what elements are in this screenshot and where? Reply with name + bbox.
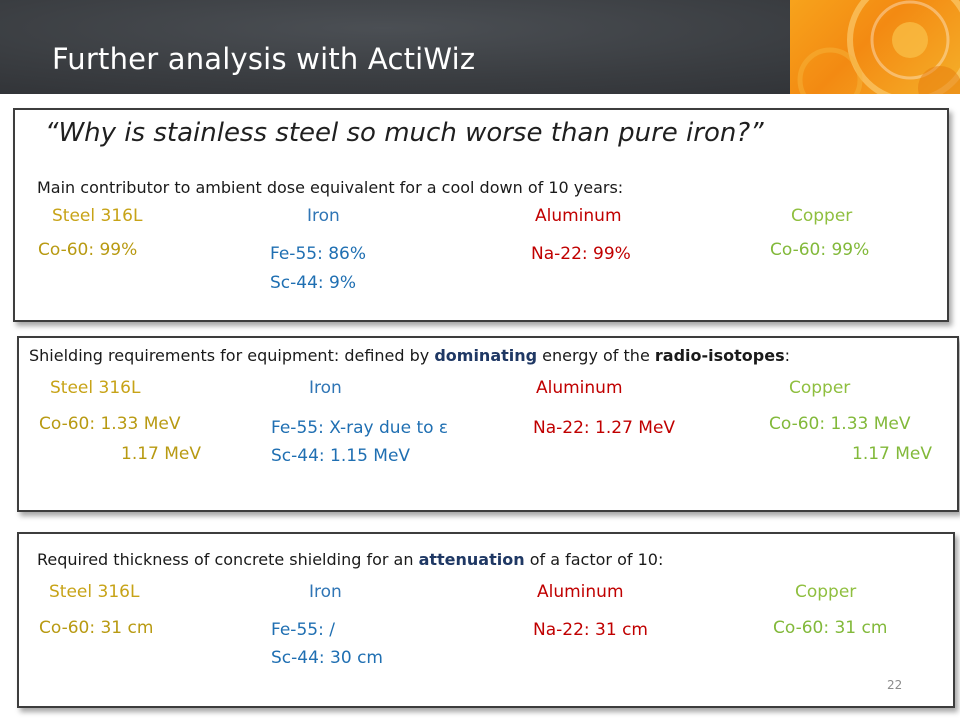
iron-value-1: Fe-55: / bbox=[271, 620, 335, 640]
iron-value-2: Sc-44: 30 cm bbox=[271, 648, 383, 668]
heading-aluminum: Aluminum bbox=[537, 582, 624, 602]
heading-copper: Copper bbox=[791, 206, 853, 226]
slide-title: Further analysis with ActiWiz bbox=[52, 42, 476, 76]
iron-value-1: Fe-55: 86% bbox=[270, 244, 366, 264]
steel-value: Co-60: 31 cm bbox=[39, 618, 154, 638]
section3-caption: Required thickness of concrete shielding… bbox=[37, 550, 663, 569]
heading-steel: Steel 316L bbox=[52, 206, 143, 226]
heading-steel: Steel 316L bbox=[50, 378, 141, 398]
section2-caption-mid: energy of the bbox=[537, 346, 655, 365]
section1-caption: Main contributor to ambient dose equival… bbox=[37, 178, 624, 197]
steel-value-2: 1.17 MeV bbox=[121, 444, 202, 464]
aluminum-value: Na-22: 31 cm bbox=[533, 620, 648, 640]
page-number: 22 bbox=[887, 678, 903, 692]
heading-aluminum: Aluminum bbox=[536, 378, 623, 398]
header-decorative-image bbox=[790, 0, 960, 94]
heading-iron: Iron bbox=[309, 378, 342, 398]
heading-copper: Copper bbox=[795, 582, 857, 602]
heading-aluminum: Aluminum bbox=[535, 206, 622, 226]
section3-caption-attenuation: attenuation bbox=[418, 550, 525, 569]
heading-steel: Steel 316L bbox=[49, 582, 140, 602]
copper-value-1: Co-60: 1.33 MeV bbox=[769, 414, 911, 434]
shielding-energy-box: Shielding requirements for equipment: de… bbox=[17, 336, 959, 512]
copper-value-2: 1.17 MeV bbox=[852, 444, 933, 464]
contributor-box: “Why is stainless steel so much worse th… bbox=[13, 108, 949, 322]
section3-caption-pre: Required thickness of concrete shielding… bbox=[37, 550, 419, 569]
copper-value: Co-60: 99% bbox=[770, 240, 870, 260]
steel-value: Co-60: 99% bbox=[38, 240, 138, 260]
section2-caption-post: : bbox=[784, 346, 790, 365]
steel-value-1: Co-60: 1.33 MeV bbox=[39, 414, 181, 434]
heading-iron: Iron bbox=[309, 582, 342, 602]
iron-value-1: Fe-55: X-ray due to ε bbox=[271, 418, 449, 438]
iron-value-2: Sc-44: 1.15 MeV bbox=[271, 446, 411, 466]
iron-value-2: Sc-44: 9% bbox=[270, 273, 357, 293]
concrete-thickness-box: Required thickness of concrete shielding… bbox=[17, 532, 955, 708]
section2-caption-pre: Shielding requirements for equipment: de… bbox=[29, 346, 435, 365]
heading-iron: Iron bbox=[307, 206, 340, 226]
slide-header: Further analysis with ActiWiz bbox=[0, 0, 960, 94]
section2-caption: Shielding requirements for equipment: de… bbox=[29, 346, 790, 365]
section2-caption-dominating: dominating bbox=[434, 346, 538, 365]
copper-value: Co-60: 31 cm bbox=[773, 618, 888, 638]
abstract-circles-icon bbox=[797, 0, 960, 94]
aluminum-value: Na-22: 1.27 MeV bbox=[533, 418, 676, 438]
aluminum-value: Na-22: 99% bbox=[531, 244, 631, 264]
section2-caption-radioisotopes: radio-isotopes bbox=[654, 346, 785, 365]
question-text: “Why is stainless steel so much worse th… bbox=[45, 118, 764, 148]
heading-copper: Copper bbox=[789, 378, 851, 398]
section3-caption-post: of a factor of 10: bbox=[524, 550, 664, 569]
